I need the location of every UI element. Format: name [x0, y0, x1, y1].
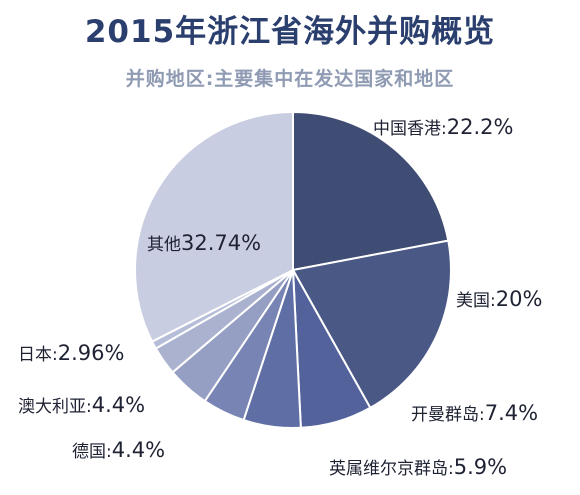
slice-name-bvi: 英属维尔京群岛	[329, 459, 448, 479]
slice-name-germany: 德国	[72, 442, 106, 462]
slice-label-usa: 美国:20%	[456, 287, 542, 311]
slice-name-usa: 美国	[456, 291, 490, 311]
slice-label-germany: 德国:4.4%	[72, 438, 165, 462]
slice-label-bvi: 英属维尔京群岛:5.9%	[329, 455, 507, 479]
slice-label-others: 其他32.74%	[147, 231, 261, 255]
slice-name-australia: 澳大利亚	[18, 397, 86, 417]
label-colon: :	[490, 291, 496, 311]
slice-label-hongkong: 中国香港:22.2%	[373, 115, 513, 139]
slice-value-germany: 4.4%	[112, 438, 165, 462]
pie-slice-0	[292, 110, 450, 272]
chart-subtitle: 并购地区:主要集中在发达国家和地区	[125, 68, 455, 90]
label-colon: :	[441, 119, 447, 139]
slice-label-cayman: 开曼群岛:7.4%	[411, 401, 538, 425]
chart-title: 2015年浙江省海外并购概览	[84, 14, 496, 50]
slice-value-hongkong: 22.2%	[447, 115, 514, 139]
slice-name-others: 其他	[147, 235, 181, 255]
label-colon: :	[448, 459, 454, 479]
pie-slice-1	[291, 239, 452, 410]
slice-value-japan: 2.96%	[58, 341, 125, 365]
slice-name-cayman: 开曼群岛	[411, 405, 479, 425]
slice-label-japan: 日本:2.96%	[18, 341, 124, 365]
slice-label-australia: 澳大利亚:4.4%	[18, 393, 145, 417]
slice-value-others: 32.74%	[181, 231, 261, 255]
label-colon: :	[52, 345, 58, 365]
slice-name-hongkong: 中国香港	[373, 119, 441, 139]
slice-name-japan: 日本	[18, 345, 52, 365]
pie-slices	[134, 110, 452, 429]
slice-value-australia: 4.4%	[92, 393, 145, 417]
label-colon: :	[479, 405, 485, 425]
slice-value-usa: 20%	[496, 287, 543, 311]
label-colon: :	[106, 442, 112, 462]
slice-value-cayman: 7.4%	[485, 401, 538, 425]
slice-value-bvi: 5.9%	[454, 455, 507, 479]
label-colon: :	[86, 397, 92, 417]
pie-slice-8	[134, 110, 294, 343]
